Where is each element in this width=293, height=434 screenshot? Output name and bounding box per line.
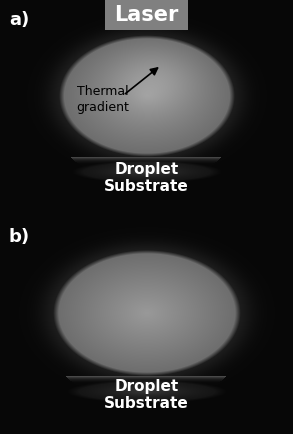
FancyBboxPatch shape [105,0,188,30]
Text: Thermal
gradient: Thermal gradient [76,85,129,114]
Text: Substrate: Substrate [104,396,189,411]
Text: Droplet: Droplet [114,162,179,177]
Text: Laser: Laser [114,5,179,25]
Text: a): a) [9,11,29,29]
Text: Droplet: Droplet [114,379,179,394]
Text: b): b) [9,228,30,246]
Text: Substrate: Substrate [104,179,189,194]
